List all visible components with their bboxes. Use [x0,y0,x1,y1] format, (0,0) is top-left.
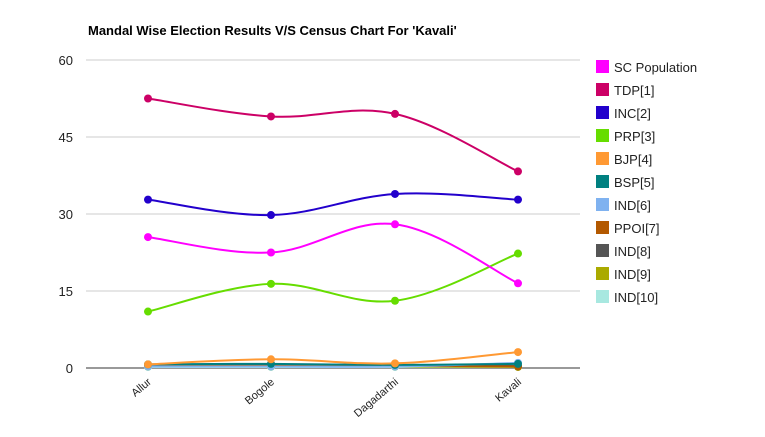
legend-item: PRP[3] [596,129,655,144]
legend-item: IND[9] [596,267,651,282]
y-tick-label: 30 [59,207,73,222]
legend-swatch [596,129,609,142]
series-line [147,192,519,217]
series-1 [144,220,522,288]
data-point [514,167,522,176]
data-point [267,248,275,257]
legend-label: INC[2] [614,106,651,121]
x-tick-label: Kavali [493,376,524,404]
legend-label: IND[8] [614,244,651,259]
legend-swatch [596,198,609,211]
legend-swatch [596,106,609,119]
series-4 [144,249,522,316]
legend-label: IND[10] [614,290,658,305]
data-point [144,94,152,103]
legend-swatch [596,60,609,73]
series-line [147,362,519,366]
legend-label: PRP[3] [614,129,655,144]
legend-label: SC Population [614,60,697,75]
legend-swatch [596,152,609,165]
legend-label: BJP[4] [614,152,652,167]
grid-lines [86,59,580,292]
legend-item: BJP[4] [596,152,652,167]
x-axis-ticks: Allur Bogole Dagadarthi Kavali [129,376,524,420]
legend-item: PPOI[7] [596,221,660,236]
legend-item: SC Population [596,60,697,75]
data-point [391,220,399,229]
legend-swatch [596,290,609,303]
series-line [147,252,519,313]
legend-label: IND[9] [614,267,651,282]
y-axis-ticks: 0 15 30 45 60 [59,53,73,376]
legend-item: IND[8] [596,244,651,259]
data-point [391,296,399,305]
data-point [267,112,275,121]
data-point [267,211,275,220]
series-3 [144,189,522,220]
data-point [267,279,275,288]
data-point [267,355,275,364]
series-line [147,351,519,366]
legend-item: IND[6] [596,198,651,213]
x-tick-label: Bogole [243,376,277,407]
data-point [144,233,152,242]
legend-label: TDP[1] [614,83,654,98]
legend-label: PPOI[7] [614,221,660,236]
data-point [144,360,152,369]
data-point [391,359,399,368]
data-point [514,195,522,204]
series-5 [144,348,522,369]
legend-swatch [596,244,609,257]
data-point [144,195,152,204]
data-point [514,249,522,258]
series-2 [144,94,522,176]
legend-item: BSP[5] [596,175,654,190]
legend-swatch [596,221,609,234]
data-point [514,359,522,368]
y-tick-label: 15 [59,284,73,299]
data-point [391,189,399,198]
legend-item: IND[10] [596,290,658,305]
legend-swatch [596,83,609,96]
chart-title: Mandal Wise Election Results V/S Census … [88,23,457,38]
legend-label: BSP[5] [614,175,654,190]
series-line [147,222,519,285]
legend: SC Population TDP[1] INC[2] PRP[3] BJP[4] BSP… [596,60,697,305]
legend-item: INC[2] [596,106,651,121]
series-group [144,94,522,371]
legend-item: TDP[1] [596,83,654,98]
legend-label: IND[6] [614,198,651,213]
data-point [391,109,399,118]
x-tick-label: Dagadarthi [352,376,401,420]
legend-swatch [596,267,609,280]
data-point [514,348,522,357]
series-line [147,97,519,173]
y-tick-label: 45 [59,130,73,145]
data-point [144,307,152,316]
y-tick-label: 60 [59,53,73,68]
data-point [514,279,522,288]
x-tick-label: Allur [129,376,154,400]
legend-swatch [596,175,609,188]
y-tick-label: 0 [66,361,73,376]
